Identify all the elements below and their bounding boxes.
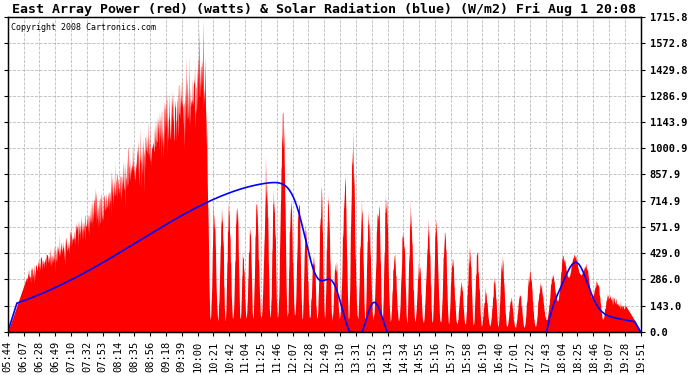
Title: East Array Power (red) (watts) & Solar Radiation (blue) (W/m2) Fri Aug 1 20:08: East Array Power (red) (watts) & Solar R…: [12, 3, 636, 16]
Text: Copyright 2008 Cartronics.com: Copyright 2008 Cartronics.com: [11, 23, 156, 32]
